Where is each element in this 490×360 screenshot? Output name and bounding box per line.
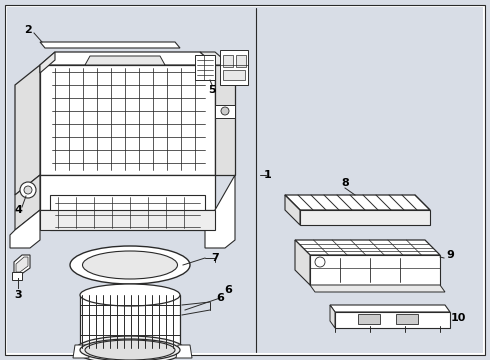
Circle shape (24, 186, 32, 194)
Polygon shape (215, 65, 235, 175)
Polygon shape (285, 195, 430, 210)
Polygon shape (15, 175, 40, 230)
Text: 8: 8 (341, 178, 349, 188)
Polygon shape (73, 345, 89, 358)
Polygon shape (16, 257, 28, 272)
Ellipse shape (82, 251, 177, 279)
Polygon shape (205, 175, 235, 248)
Polygon shape (335, 312, 450, 328)
Ellipse shape (70, 246, 190, 284)
Bar (396, 314, 418, 324)
Ellipse shape (75, 336, 185, 360)
Polygon shape (176, 345, 192, 358)
Ellipse shape (85, 340, 175, 360)
Circle shape (20, 182, 36, 198)
Bar (358, 314, 380, 324)
Ellipse shape (80, 339, 180, 360)
Polygon shape (40, 175, 215, 210)
Polygon shape (14, 255, 30, 275)
Polygon shape (300, 210, 430, 225)
Polygon shape (40, 210, 215, 230)
Text: 6: 6 (224, 285, 232, 295)
Polygon shape (40, 52, 215, 65)
Polygon shape (330, 305, 450, 312)
Polygon shape (310, 255, 440, 285)
Polygon shape (40, 42, 180, 48)
Polygon shape (200, 52, 230, 65)
Ellipse shape (80, 284, 180, 306)
Polygon shape (40, 52, 55, 73)
Circle shape (221, 107, 229, 115)
Bar (236, 55, 246, 67)
Polygon shape (330, 305, 335, 328)
Bar (7, 7, 255, 353)
Text: 4: 4 (14, 205, 22, 215)
Polygon shape (40, 65, 215, 175)
Polygon shape (215, 105, 235, 118)
Polygon shape (85, 56, 165, 65)
Bar (255, 7, 483, 353)
Polygon shape (195, 55, 215, 80)
Text: 6: 6 (216, 293, 224, 303)
Bar (80, 295, 180, 350)
Polygon shape (50, 195, 205, 230)
Text: 3: 3 (14, 290, 22, 300)
Polygon shape (295, 240, 310, 285)
Bar (12, 272, 22, 280)
Text: 9: 9 (446, 250, 454, 260)
Polygon shape (220, 50, 248, 85)
Polygon shape (285, 195, 300, 225)
Text: 1: 1 (264, 170, 272, 180)
Text: 10: 10 (450, 313, 465, 323)
Circle shape (315, 257, 325, 267)
Bar (223, 70, 245, 80)
Text: 7: 7 (211, 253, 219, 263)
Text: 5: 5 (208, 85, 216, 95)
Bar (223, 55, 233, 67)
Polygon shape (10, 210, 40, 248)
Polygon shape (15, 65, 40, 195)
Polygon shape (310, 285, 445, 292)
Polygon shape (295, 240, 440, 255)
Text: 2: 2 (24, 25, 32, 35)
